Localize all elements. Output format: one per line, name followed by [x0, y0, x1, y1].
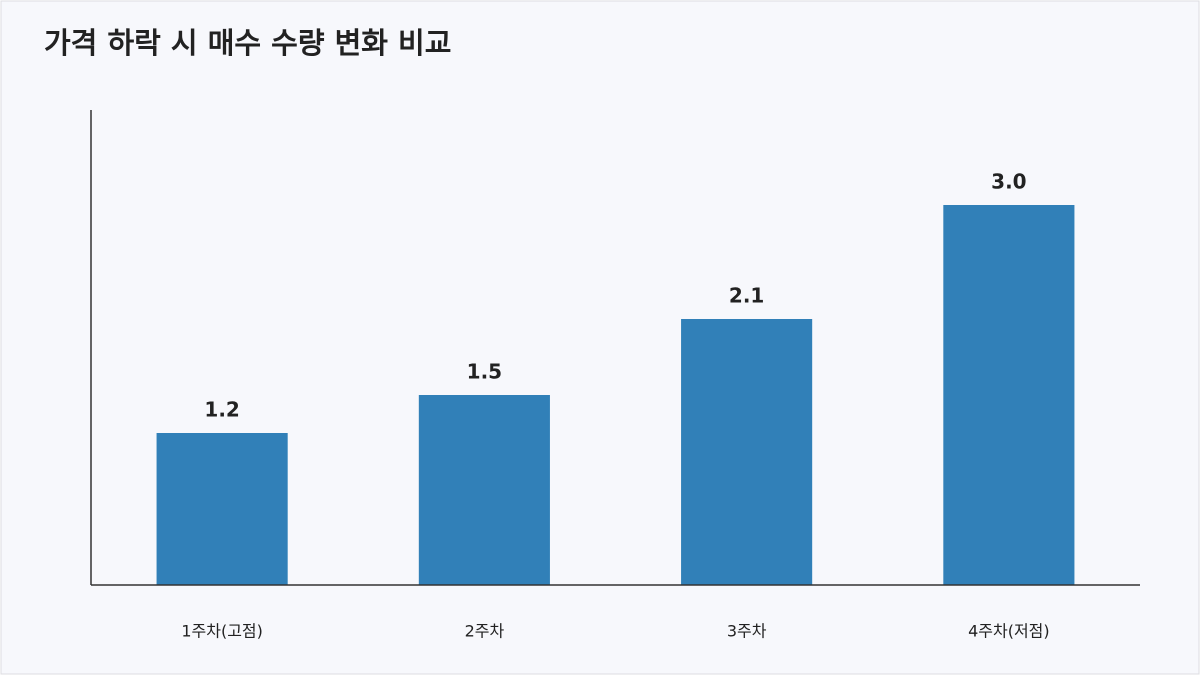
x-tick-label: 1주차(고점) [181, 622, 263, 641]
bar [681, 319, 813, 585]
bar [156, 433, 288, 585]
bar [418, 395, 550, 585]
bar [943, 205, 1075, 585]
x-tick-label: 2주차 [465, 622, 505, 641]
value-label: 1.5 [467, 360, 502, 384]
x-tick-label: 3주차 [727, 622, 767, 641]
value-label: 3.0 [991, 170, 1026, 194]
value-label: 2.1 [729, 284, 764, 308]
value-label: 1.2 [204, 398, 239, 422]
x-tick-label: 4주차(저점) [968, 622, 1050, 641]
chart-title: 가격 하락 시 매수 수량 변화 비교 [44, 26, 451, 60]
